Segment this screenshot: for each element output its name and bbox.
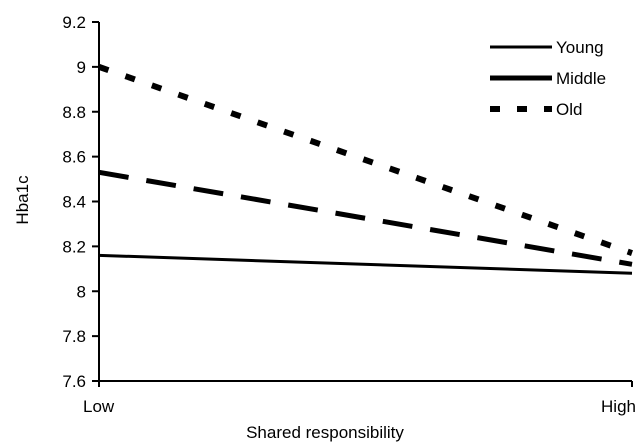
y-tick-label: 9.2 <box>62 13 86 32</box>
y-tick-label: 7.6 <box>62 372 86 391</box>
series-layer <box>98 64 633 275</box>
series-line-young <box>98 253 633 275</box>
legend: Young Middle Old <box>490 38 606 119</box>
y-tick-label: 8.8 <box>62 103 86 122</box>
series-line-old <box>98 64 633 256</box>
y-ticks: 7.6 7.8 8 8.2 8.4 8.6 8.8 9 9.2 <box>62 13 99 391</box>
axes <box>98 22 632 382</box>
legend-label-old: Old <box>556 100 582 119</box>
legend-label-young: Young <box>556 38 604 57</box>
y-tick-label: 8.6 <box>62 148 86 167</box>
y-tick-label: 7.8 <box>62 327 86 346</box>
y-tick-label: 9 <box>77 58 86 77</box>
x-tick-label: High <box>601 397 636 416</box>
y-tick-label: 8.2 <box>62 237 86 256</box>
x-ticks: Low High <box>83 381 636 416</box>
y-axis-title: Hba1c <box>13 175 32 225</box>
y-tick-label: 8 <box>77 282 86 301</box>
y-tick-label: 8.4 <box>62 193 86 212</box>
legend-label-middle: Middle <box>556 69 606 88</box>
x-tick-label: Low <box>83 397 115 416</box>
x-axis-title: Shared responsibility <box>246 423 404 442</box>
series-line-middle <box>98 169 633 267</box>
